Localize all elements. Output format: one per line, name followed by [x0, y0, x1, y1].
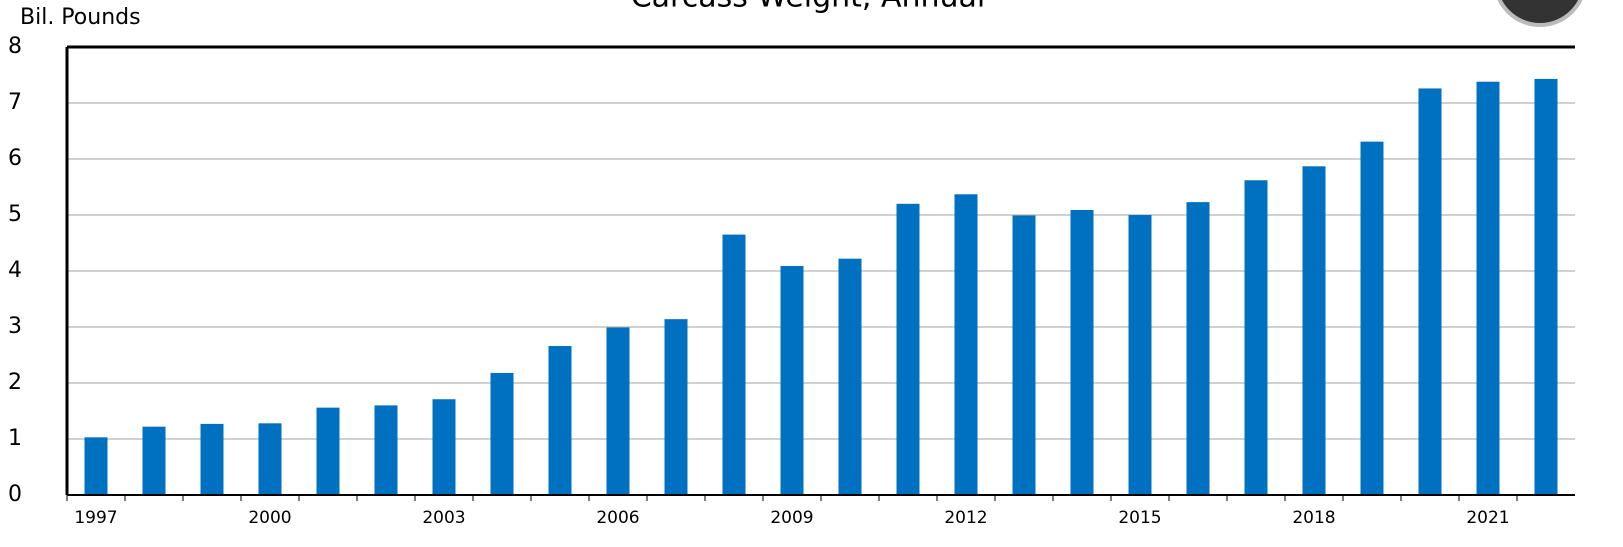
y-tick-label: 6 [8, 146, 22, 171]
x-tick-label: 1997 [74, 508, 117, 528]
y-tick-label: 5 [8, 202, 22, 227]
x-tick-label: 2000 [248, 508, 291, 528]
bar [1534, 78, 1558, 496]
x-tick-label: 2021 [1466, 508, 1509, 528]
bar [1476, 81, 1500, 495]
y-tick-label: 3 [8, 314, 22, 339]
bar [374, 405, 398, 495]
bar [780, 265, 804, 495]
bar [664, 319, 688, 495]
bar [1128, 215, 1152, 495]
bar [1186, 202, 1210, 495]
bar [896, 203, 920, 496]
bar [548, 346, 572, 495]
bar [722, 234, 746, 495]
x-tick-label: 2003 [422, 508, 465, 528]
bar [316, 407, 340, 495]
bar [432, 399, 456, 495]
y-tick-label: 8 [8, 34, 22, 59]
bar [606, 327, 630, 495]
chart-title: Carcass Weight, Annual [631, 0, 986, 15]
bar [142, 426, 166, 495]
y-tick-label: 1 [8, 426, 22, 451]
bar [1418, 88, 1442, 495]
bar [200, 423, 224, 495]
y-axis-label: Bil. Pounds [20, 5, 141, 30]
x-tick-label: 2009 [770, 508, 813, 528]
x-tick-label: 2006 [596, 508, 639, 528]
x-tick-label: 2015 [1118, 508, 1161, 528]
bar [1012, 215, 1036, 495]
y-tick-label: 7 [8, 90, 22, 115]
bar [838, 258, 862, 495]
y-tick-label: 0 [8, 482, 22, 507]
logo [1497, 0, 1583, 27]
bar [258, 423, 282, 495]
bar [1070, 209, 1094, 495]
bar [84, 437, 108, 495]
bar [1302, 166, 1326, 495]
bar [954, 194, 978, 495]
bar [1360, 141, 1384, 495]
y-tick-label: 2 [8, 370, 22, 395]
bar [490, 372, 514, 495]
x-tick-label: 2018 [1292, 508, 1335, 528]
y-tick-label: 4 [8, 258, 22, 283]
x-tick-label: 2012 [944, 508, 987, 528]
bar [1244, 180, 1268, 495]
